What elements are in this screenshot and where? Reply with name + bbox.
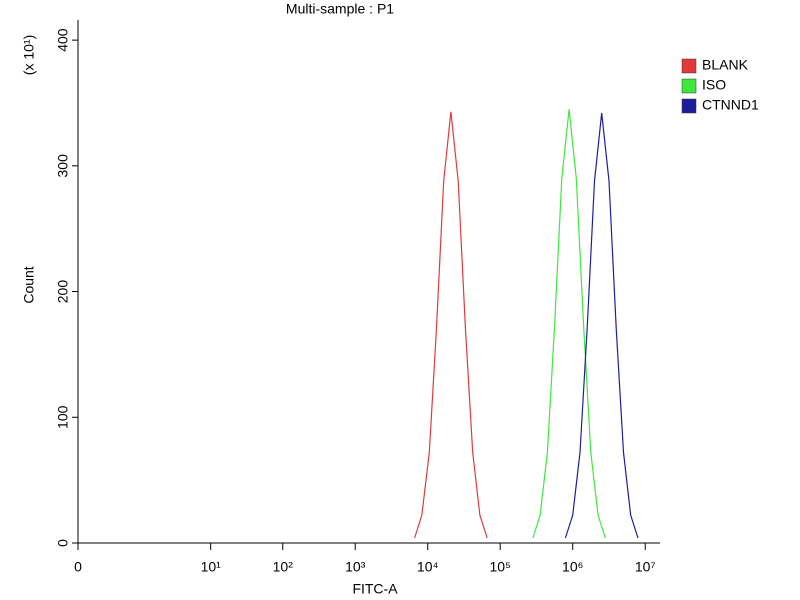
y-tick-label: 200 xyxy=(55,280,71,304)
x-tick-label: 10³ xyxy=(345,559,366,575)
legend-swatch xyxy=(681,58,697,74)
y-tick-label: 300 xyxy=(55,154,71,178)
legend-label: ISO xyxy=(702,77,726,93)
x-tick-label: 10⁶ xyxy=(562,559,583,575)
series-line xyxy=(564,112,639,539)
x-tick-label: 0 xyxy=(74,559,82,575)
y-tick-label: 400 xyxy=(55,28,71,52)
legend-swatch xyxy=(681,98,697,114)
x-tick-label: 10⁷ xyxy=(635,559,656,575)
series-line xyxy=(532,109,606,539)
legend-label: CTNND1 xyxy=(702,97,759,113)
y-tick-label: 0 xyxy=(55,539,71,547)
x-tick-label: 10² xyxy=(273,559,294,575)
x-tick-label: 10⁵ xyxy=(490,559,511,575)
legend-label: BLANK xyxy=(702,57,749,73)
series-line xyxy=(414,111,488,539)
y-multiplier: (x 10¹) xyxy=(21,35,37,75)
chart-title: Multi-sample : P1 xyxy=(286,1,394,17)
x-tick-label: 10⁴ xyxy=(417,559,439,575)
y-axis-label: Count xyxy=(21,266,37,303)
x-axis-label: FITC-A xyxy=(352,581,398,597)
x-tick-label: 10¹ xyxy=(201,559,222,575)
y-tick-label: 100 xyxy=(55,405,71,429)
legend-swatch xyxy=(681,78,697,94)
